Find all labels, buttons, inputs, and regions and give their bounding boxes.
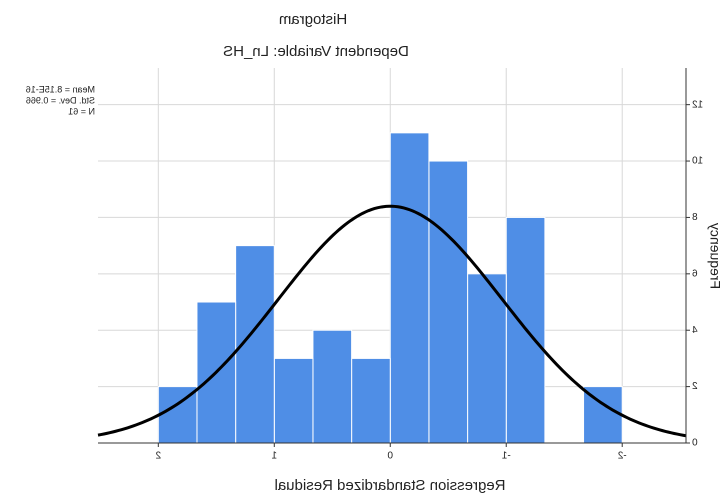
x-tick-label: -2 xyxy=(617,451,626,462)
normal-curve xyxy=(97,204,687,438)
x-tick-label: -1 xyxy=(501,451,510,462)
x-axis-label: Regression Standardized Residual xyxy=(275,477,506,494)
y-tick-label: 2 xyxy=(692,381,698,392)
y-tick-label: 6 xyxy=(692,268,698,279)
y-tick-label: 8 xyxy=(692,212,698,223)
x-tick-label: 2 xyxy=(155,451,161,462)
chart-title: Histogram xyxy=(279,11,347,28)
stats-annotation: Std. Dev. = 0.966 xyxy=(26,95,95,105)
bar xyxy=(467,273,507,444)
bar xyxy=(312,329,353,444)
y-tick-label: 10 xyxy=(692,156,704,167)
bar xyxy=(273,357,314,444)
bar xyxy=(428,160,469,444)
y-tick-label: 0 xyxy=(692,438,698,449)
y-axis-label: Frequency xyxy=(707,223,723,289)
chart-subtitle: Dependent Variable: Ln_HS xyxy=(223,43,409,60)
x-tick-label: 0 xyxy=(387,451,393,462)
bar xyxy=(351,357,391,444)
x-tick-label: 1 xyxy=(271,451,277,462)
bar xyxy=(389,132,430,444)
stats-annotation: N = 61 xyxy=(68,106,95,116)
y-tick-label: 4 xyxy=(692,325,698,336)
y-tick-label: 12 xyxy=(692,99,704,110)
stats-annotation: Mean = 8.15E-16 xyxy=(26,84,95,94)
